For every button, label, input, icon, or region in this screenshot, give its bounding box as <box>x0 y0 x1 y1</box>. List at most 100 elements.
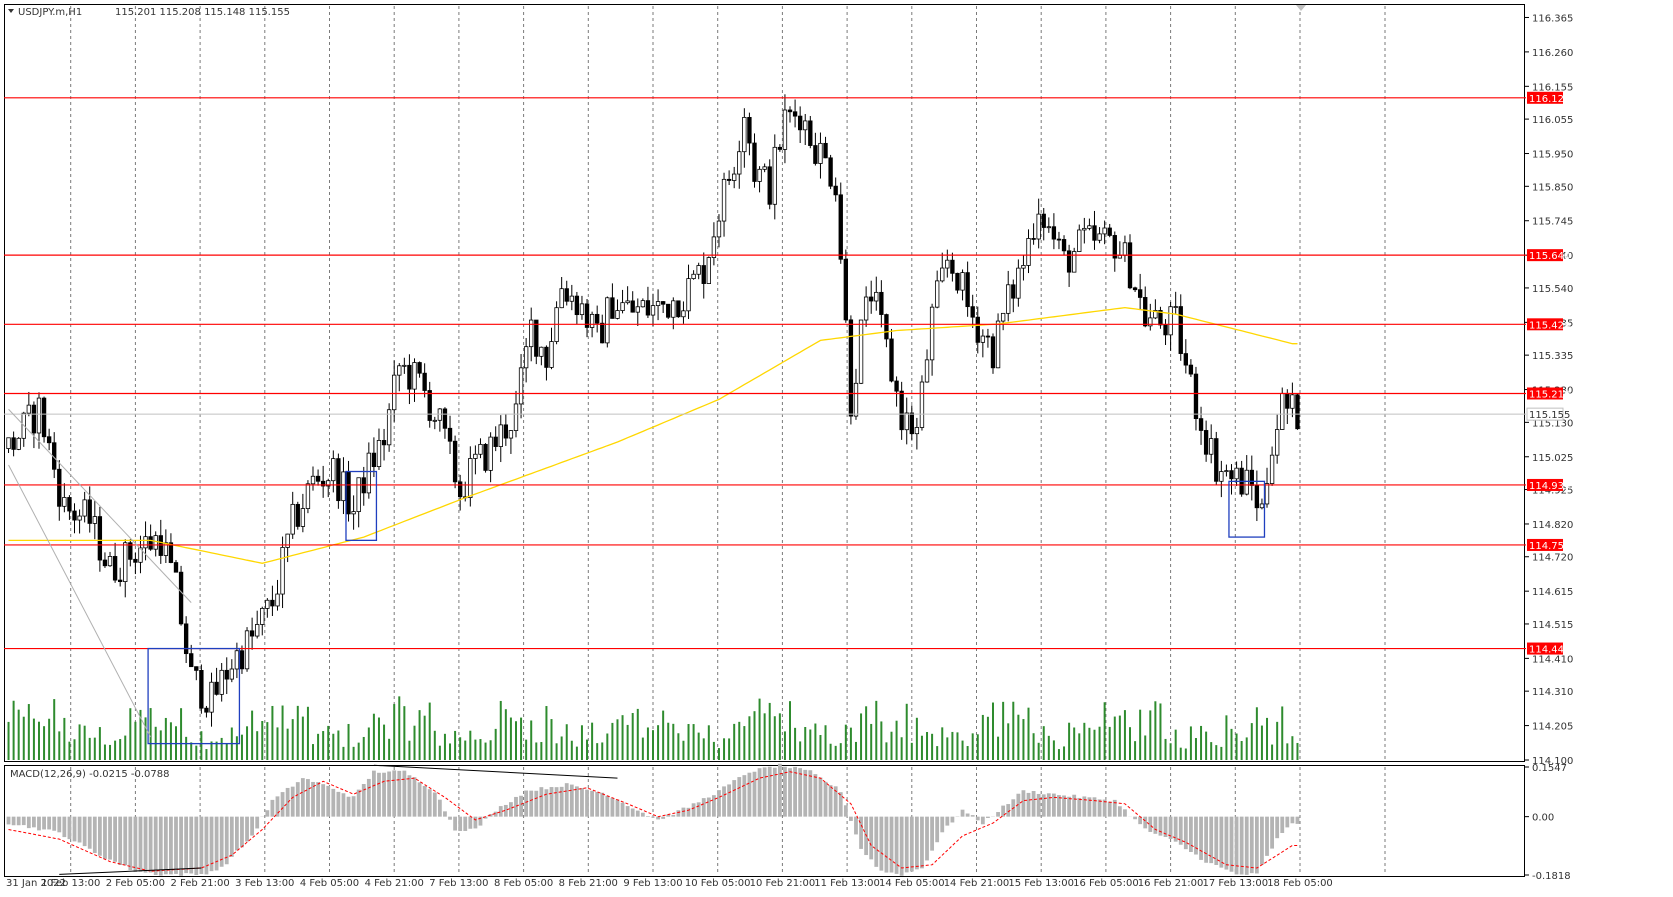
candle-body[interactable] <box>57 468 62 507</box>
candle-body[interactable] <box>320 480 326 487</box>
candle-body[interactable] <box>173 562 179 573</box>
candle-body[interactable] <box>229 668 234 680</box>
candle-body[interactable] <box>990 336 996 369</box>
candle-body[interactable] <box>518 367 524 405</box>
candle-body[interactable] <box>752 142 757 182</box>
candle-body[interactable] <box>1127 242 1133 289</box>
candle-body[interactable] <box>1031 238 1036 240</box>
candle-body[interactable] <box>579 303 585 316</box>
candle-body[interactable] <box>777 146 783 150</box>
candle-body[interactable] <box>1249 469 1254 486</box>
candle-body[interactable] <box>381 440 387 446</box>
candle-body[interactable] <box>402 364 407 367</box>
candle-body[interactable] <box>204 707 209 713</box>
candle-body[interactable] <box>1016 267 1021 299</box>
candle-body[interactable] <box>1214 438 1219 482</box>
candle-body[interactable] <box>214 681 219 695</box>
candle-body[interactable] <box>904 412 909 431</box>
candle-body[interactable] <box>1188 364 1194 375</box>
candle-body[interactable] <box>1295 394 1300 430</box>
candle-body[interactable] <box>605 297 610 344</box>
candle-body[interactable] <box>1061 239 1067 252</box>
candle-body[interactable] <box>488 436 493 471</box>
candle-body[interactable] <box>513 403 519 431</box>
candle-body[interactable] <box>569 295 574 302</box>
candle-body[interactable] <box>1193 373 1199 420</box>
candle-body[interactable] <box>371 452 377 468</box>
horizontal-levels[interactable]: 116.120 115.640 115.429 115.218 114.939 114.7… <box>4 91 1570 656</box>
candle-body[interactable] <box>1158 310 1163 326</box>
candle-body[interactable] <box>280 547 285 595</box>
candle-body[interactable] <box>123 542 128 583</box>
candle-body[interactable] <box>498 424 503 447</box>
candle-body[interactable] <box>1290 394 1295 409</box>
candle-body[interactable] <box>97 516 103 561</box>
candle-body[interactable] <box>31 404 37 434</box>
highlight-box[interactable] <box>345 470 378 542</box>
candle-body[interactable] <box>975 316 980 343</box>
candle-body[interactable] <box>473 453 478 459</box>
candle-body[interactable] <box>869 296 874 302</box>
candle-body[interactable] <box>457 481 463 498</box>
candle-body[interactable] <box>889 338 894 382</box>
candle-body[interactable] <box>1234 467 1239 480</box>
candle-body[interactable] <box>701 265 706 284</box>
candle-body[interactable] <box>1051 226 1057 240</box>
candle-body[interactable] <box>742 117 747 153</box>
candle-body[interactable] <box>427 390 432 421</box>
candle-body[interactable] <box>1178 306 1183 354</box>
candle-body[interactable] <box>224 669 229 680</box>
candle-body[interactable] <box>924 359 930 383</box>
candle-body[interactable] <box>940 267 945 282</box>
candle-body[interactable] <box>244 630 250 670</box>
candle-body[interactable] <box>46 436 52 444</box>
candle-body[interactable] <box>645 300 651 316</box>
candle-body[interactable] <box>67 497 72 512</box>
candle-body[interactable] <box>260 608 265 625</box>
candle-body[interactable] <box>985 335 991 338</box>
candle-body[interactable] <box>1072 251 1077 273</box>
candle-body[interactable] <box>92 516 97 524</box>
candle-body[interactable] <box>1000 312 1006 322</box>
candle-body[interactable] <box>1066 250 1072 273</box>
candle-body[interactable] <box>1122 242 1128 256</box>
candle-body[interactable] <box>1011 284 1016 299</box>
candle-body[interactable] <box>87 499 92 524</box>
candle-body[interactable] <box>153 535 158 550</box>
candle-body[interactable] <box>209 681 214 713</box>
candle-body[interactable] <box>534 319 539 357</box>
trend-line[interactable] <box>8 464 152 738</box>
candle-body[interactable] <box>706 257 711 284</box>
candle-body[interactable] <box>767 166 772 205</box>
candle-body[interactable] <box>762 166 767 170</box>
candle-body[interactable] <box>26 404 32 414</box>
candle-body[interactable] <box>655 301 661 307</box>
candle-body[interactable] <box>107 556 113 567</box>
candle-body[interactable] <box>351 511 356 515</box>
candle-body[interactable] <box>1148 317 1153 327</box>
candle-body[interactable] <box>16 437 21 450</box>
candle-body[interactable] <box>1153 310 1158 319</box>
candle-body[interactable] <box>696 265 701 275</box>
candle-body[interactable] <box>189 653 194 668</box>
candle-body[interactable] <box>72 510 77 521</box>
candle-body[interactable] <box>1274 429 1280 456</box>
candle-body[interactable] <box>432 419 437 422</box>
candle-body[interactable] <box>234 650 240 670</box>
candle-body[interactable] <box>676 300 681 318</box>
candle-body[interactable] <box>640 300 646 308</box>
candle-body[interactable] <box>995 320 1001 369</box>
candle-body[interactable] <box>219 669 224 695</box>
candle-body[interactable] <box>737 151 742 175</box>
candle-body[interactable] <box>660 301 666 305</box>
candle-body[interactable] <box>412 362 417 390</box>
candle-body[interactable] <box>417 362 422 374</box>
candle-body[interactable] <box>823 142 828 159</box>
candle-body[interactable] <box>549 341 554 368</box>
candle-body[interactable] <box>118 579 123 583</box>
candle-body[interactable] <box>447 427 453 442</box>
candle-body[interactable] <box>863 296 869 321</box>
candle-body[interactable] <box>1077 229 1082 252</box>
candle-body[interactable] <box>858 319 864 384</box>
